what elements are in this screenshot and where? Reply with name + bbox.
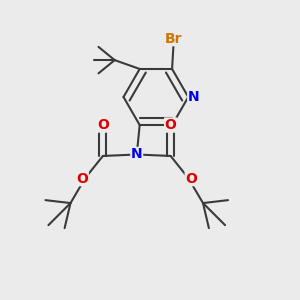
Text: N: N [131, 148, 142, 161]
Text: N: N [188, 90, 200, 104]
Text: O: O [76, 172, 88, 186]
Text: Br: Br [165, 32, 182, 46]
Text: O: O [165, 118, 176, 132]
Text: O: O [97, 118, 109, 132]
Text: O: O [185, 172, 197, 186]
